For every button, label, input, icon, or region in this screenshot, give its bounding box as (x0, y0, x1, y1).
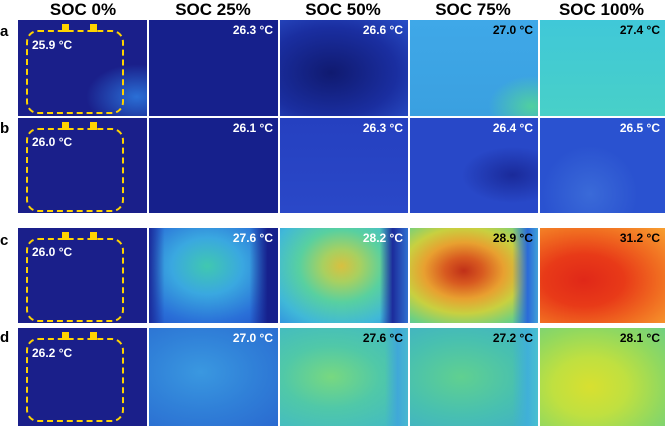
temperature-label: 26.4 °C (492, 121, 533, 135)
thermal-image-d-2: 27.6 °C (280, 328, 408, 426)
temperature-label: 27.4 °C (619, 23, 660, 37)
cell-tab (90, 122, 97, 130)
cell-outline (26, 338, 124, 422)
temperature-label: 27.6 °C (232, 231, 273, 245)
column-header-soc-25: SOC 25% (175, 0, 251, 19)
cell-tab (62, 332, 69, 340)
thermal-image-c-0: 26.0 °C (18, 228, 147, 323)
column-header-soc-75: SOC 75% (435, 0, 511, 19)
temperature-label: 27.6 °C (362, 331, 403, 345)
row-label-d: d (0, 329, 10, 346)
temperature-label: 26.3 °C (232, 23, 273, 37)
row-label-a: a (0, 23, 9, 40)
temperature-label: 28.9 °C (492, 231, 533, 245)
thermal-image-a-0: 25.9 °C (18, 20, 147, 116)
thermal-image-d-3: 27.2 °C (410, 328, 538, 426)
temperature-label: 26.5 °C (619, 121, 660, 135)
temperature-label: 28.1 °C (619, 331, 660, 345)
column-header-soc-0: SOC 0% (49, 0, 117, 19)
thermal-image-c-1: 27.6 °C (149, 228, 278, 323)
thermal-image-a-4: 27.4 °C (540, 20, 665, 116)
thermal-image-c-2: 28.2 °C (280, 228, 408, 323)
temperature-label: 28.2 °C (362, 231, 403, 245)
cell-tab (90, 24, 97, 32)
row-label-b: b (0, 120, 10, 137)
thermal-image-d-1: 27.0 °C (149, 328, 278, 426)
temperature-label: 26.6 °C (362, 23, 403, 37)
cell-tab (62, 232, 69, 240)
thermal-image-b-3: 26.4 °C (410, 118, 538, 213)
column-header-soc-50: SOC 50% (305, 0, 381, 19)
temperature-label: 26.2 °C (32, 346, 73, 360)
temperature-label: 27.0 °C (492, 23, 533, 37)
temperature-label: 26.0 °C (32, 135, 73, 149)
cell-outline (26, 238, 124, 322)
row-label-c: c (0, 232, 9, 249)
temperature-label: 26.1 °C (232, 121, 273, 135)
column-header-soc-100: SOC 100% (558, 0, 645, 19)
thermal-image-b-2: 26.3 °C (280, 118, 408, 213)
cell-tab (90, 232, 97, 240)
thermal-image-d-0: 26.2 °C (18, 328, 147, 426)
cell-tab (90, 332, 97, 340)
cell-outline (26, 30, 124, 114)
thermal-image-c-4: 31.2 °C (540, 228, 665, 323)
thermal-image-b-1: 26.1 °C (149, 118, 278, 213)
thermal-image-a-3: 27.0 °C (410, 20, 538, 116)
temperature-label: 25.9 °C (32, 38, 73, 52)
thermal-image-b-0: 26.0 °C (18, 118, 147, 213)
temperature-label: 27.2 °C (492, 331, 533, 345)
thermal-image-a-1: 26.3 °C (149, 20, 278, 116)
thermal-image-a-2: 26.6 °C (280, 20, 408, 116)
cell-outline (26, 128, 124, 212)
temperature-label: 26.0 °C (32, 245, 73, 259)
temperature-label: 26.3 °C (362, 121, 403, 135)
thermal-image-b-4: 26.5 °C (540, 118, 665, 213)
temperature-label: 27.0 °C (232, 331, 273, 345)
temperature-label: 31.2 °C (619, 231, 660, 245)
thermal-image-c-3: 28.9 °C (410, 228, 538, 323)
cell-tab (62, 122, 69, 130)
cell-tab (62, 24, 69, 32)
thermal-image-d-4: 28.1 °C (540, 328, 665, 426)
